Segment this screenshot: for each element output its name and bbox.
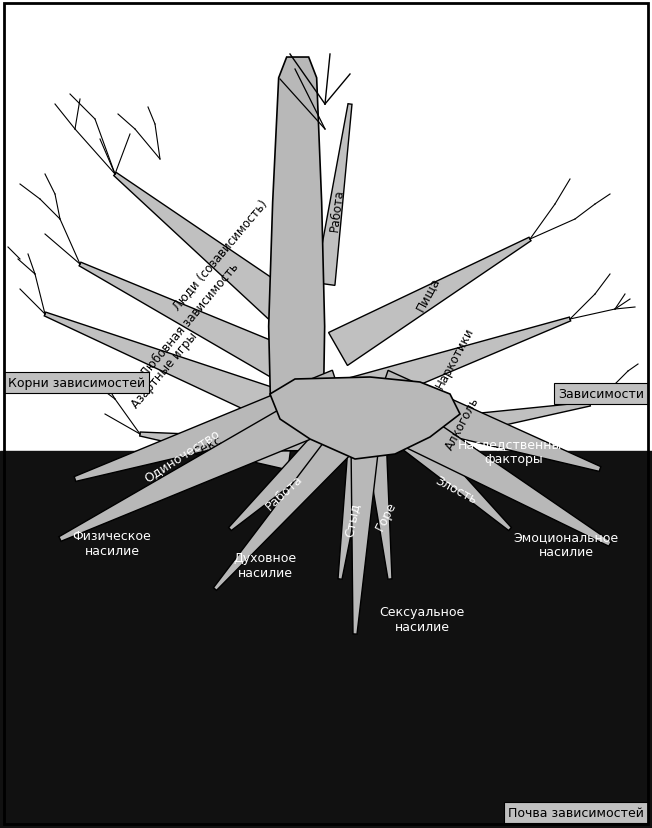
Text: Сексуальное
насилие: Сексуальное насилие: [379, 605, 465, 633]
Polygon shape: [385, 402, 612, 546]
Text: Работа: Работа: [328, 188, 346, 232]
Text: Работа: Работа: [263, 472, 305, 513]
Polygon shape: [140, 432, 292, 470]
Polygon shape: [364, 433, 392, 580]
Text: Корни зависимостей: Корни зависимостей: [8, 377, 145, 389]
Text: Алкоголь: Алкоголь: [443, 395, 481, 452]
Polygon shape: [339, 402, 590, 461]
Polygon shape: [74, 371, 348, 482]
Text: Почва зависимостей: Почва зависимостей: [508, 806, 644, 819]
Text: Зависимости: Зависимости: [558, 388, 644, 401]
Polygon shape: [334, 318, 570, 416]
Polygon shape: [59, 389, 335, 542]
Text: Пища: Пища: [413, 274, 443, 313]
Text: Наркотики: Наркотики: [434, 325, 477, 390]
Text: Наследственные
факторы: Наследственные факторы: [458, 437, 570, 465]
Polygon shape: [270, 378, 460, 460]
Text: Эмоциональное
насилие: Эмоциональное насилие: [513, 531, 619, 558]
Polygon shape: [373, 402, 511, 531]
Text: Любовная зависимость: Любовная зависимость: [138, 260, 241, 379]
Polygon shape: [269, 58, 325, 451]
Polygon shape: [213, 430, 357, 590]
Text: Духовное
насилие: Духовное насилие: [233, 551, 297, 580]
Text: Горе: Горе: [373, 498, 399, 532]
Bar: [0, 451, 652, 828]
Polygon shape: [372, 371, 600, 472]
Polygon shape: [44, 313, 303, 431]
Text: Азартные игры: Азартные игры: [130, 329, 200, 410]
Polygon shape: [351, 444, 379, 634]
Polygon shape: [315, 104, 352, 286]
Polygon shape: [79, 262, 312, 392]
Text: Секс: Секс: [190, 433, 224, 460]
Text: Физическое
насилие: Физическое насилие: [72, 529, 151, 557]
Polygon shape: [338, 433, 371, 580]
Polygon shape: [229, 402, 367, 531]
Polygon shape: [329, 238, 531, 366]
Text: Люди (созависимость): Люди (созависимость): [170, 197, 270, 312]
Text: Одиночество: Одиночество: [142, 426, 222, 484]
Text: Злость: Злость: [433, 474, 479, 507]
Text: Стыд: Стыд: [342, 501, 362, 537]
Polygon shape: [113, 173, 323, 346]
